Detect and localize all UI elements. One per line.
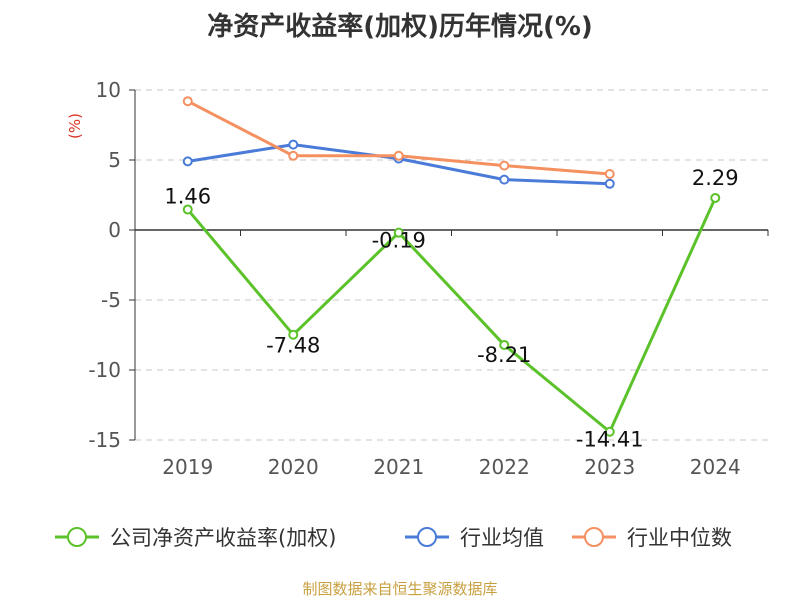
data-point <box>393 150 404 161</box>
y-axis-label: (%) <box>66 113 84 139</box>
series-line-1 <box>187 143 610 186</box>
data-point <box>288 329 299 340</box>
data-point <box>499 174 510 185</box>
data-point <box>604 178 615 189</box>
legend-label: 行业中位数 <box>627 526 732 550</box>
data-label: 2.29 <box>692 166 739 190</box>
x-tick-label: 2022 <box>479 455 530 479</box>
x-tick-label: 2024 <box>690 455 741 479</box>
data-label: -14.41 <box>576 428 644 452</box>
source-note: 制图数据来自恒生聚源数据库 <box>302 580 498 598</box>
data-point <box>499 160 510 171</box>
data-label: 1.46 <box>164 185 211 209</box>
data-point <box>604 426 615 437</box>
data-point <box>288 139 299 150</box>
legend-label: 公司净资产收益率(加权) <box>110 526 336 550</box>
series-line-0 <box>186 197 717 434</box>
y-tick-label: 5 <box>108 148 121 172</box>
x-tick-label: 2021 <box>373 455 424 479</box>
data-point <box>393 227 404 238</box>
data-point <box>499 339 510 350</box>
y-tick-label: 0 <box>108 218 121 242</box>
data-point <box>288 150 299 161</box>
y-tick-label: 10 <box>96 78 121 102</box>
x-tick-label: 2023 <box>584 455 635 479</box>
data-point <box>182 204 193 215</box>
data-point <box>710 192 721 203</box>
y-tick-label: -5 <box>101 288 121 312</box>
y-tick-label: -15 <box>88 428 121 452</box>
data-label: -7.48 <box>266 334 320 358</box>
legend-label: 行业均值 <box>460 526 544 550</box>
chart-title: 净资产收益率(加权)历年情况(%) <box>207 12 593 42</box>
data-point <box>182 156 193 167</box>
y-tick-label: -10 <box>88 358 121 382</box>
data-point <box>604 169 615 179</box>
legend-marker <box>584 527 604 547</box>
legend-marker <box>417 527 437 547</box>
data-label: -8.21 <box>477 343 531 367</box>
x-tick-label: 2019 <box>162 455 213 479</box>
legend-marker <box>67 527 87 547</box>
x-tick-label: 2020 <box>268 455 319 479</box>
data-point <box>182 96 193 107</box>
data-label: -0.19 <box>372 229 426 253</box>
